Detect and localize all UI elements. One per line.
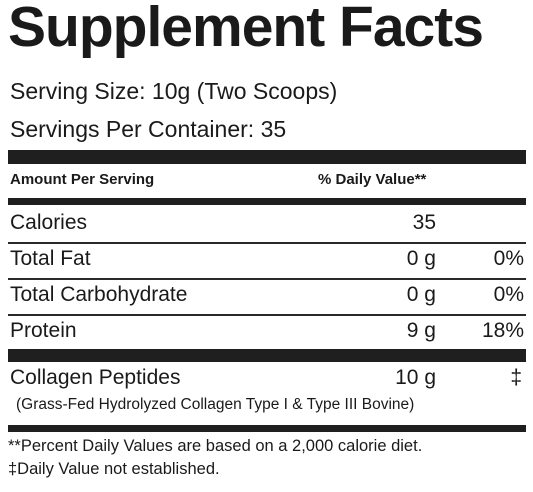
- nutrient-row-protein: Protein 9 g 18%: [10, 319, 524, 349]
- nutrient-name: Total Carbohydrate: [10, 283, 188, 306]
- amount-per-serving-header: Amount Per Serving: [10, 171, 155, 188]
- ingredient-row-collagen: Collagen Peptides 10 g ‡: [10, 366, 524, 396]
- footnote-not-established: ‡Daily Value not established.: [8, 460, 220, 478]
- footnote-daily-values: **Percent Daily Values are based on a 2,…: [8, 437, 423, 455]
- nutrient-name: Total Fat: [10, 247, 91, 270]
- servings-per-container: Servings Per Container: 35: [10, 116, 287, 142]
- nutrient-row-total-fat: Total Fat 0 g 0%: [10, 247, 524, 277]
- row-divider: [8, 278, 526, 280]
- thick-divider-bottom: [8, 425, 526, 432]
- nutrient-amount: 35: [412, 211, 436, 234]
- nutrient-amount: 0 g: [406, 247, 436, 270]
- ingredient-daily-value: ‡: [510, 366, 522, 389]
- nutrient-daily-value: 0%: [493, 247, 524, 270]
- nutrient-amount: 0 g: [406, 283, 436, 306]
- label-title: Supplement Facts: [8, 0, 484, 59]
- daily-value-header: % Daily Value**: [318, 171, 427, 188]
- nutrient-name: Protein: [10, 319, 77, 342]
- medium-divider: [8, 198, 526, 205]
- nutrient-daily-value: 0%: [493, 283, 524, 306]
- nutrient-amount: 9 g: [406, 319, 436, 342]
- thick-divider-top: [8, 150, 526, 164]
- row-divider: [8, 314, 526, 316]
- nutrient-row-calories: Calories 35: [10, 211, 524, 241]
- ingredient-description: (Grass-Fed Hydrolyzed Collagen Type I & …: [16, 396, 415, 413]
- thick-divider-middle: [8, 349, 526, 362]
- nutrient-name: Calories: [10, 211, 88, 234]
- row-divider: [8, 242, 526, 244]
- ingredient-amount: 10 g: [395, 366, 436, 389]
- ingredient-name: Collagen Peptides: [10, 366, 181, 389]
- serving-size: Serving Size: 10g (Two Scoops): [10, 78, 338, 104]
- nutrient-daily-value: 18%: [481, 319, 524, 342]
- nutrient-row-total-carbohydrate: Total Carbohydrate 0 g 0%: [10, 283, 524, 313]
